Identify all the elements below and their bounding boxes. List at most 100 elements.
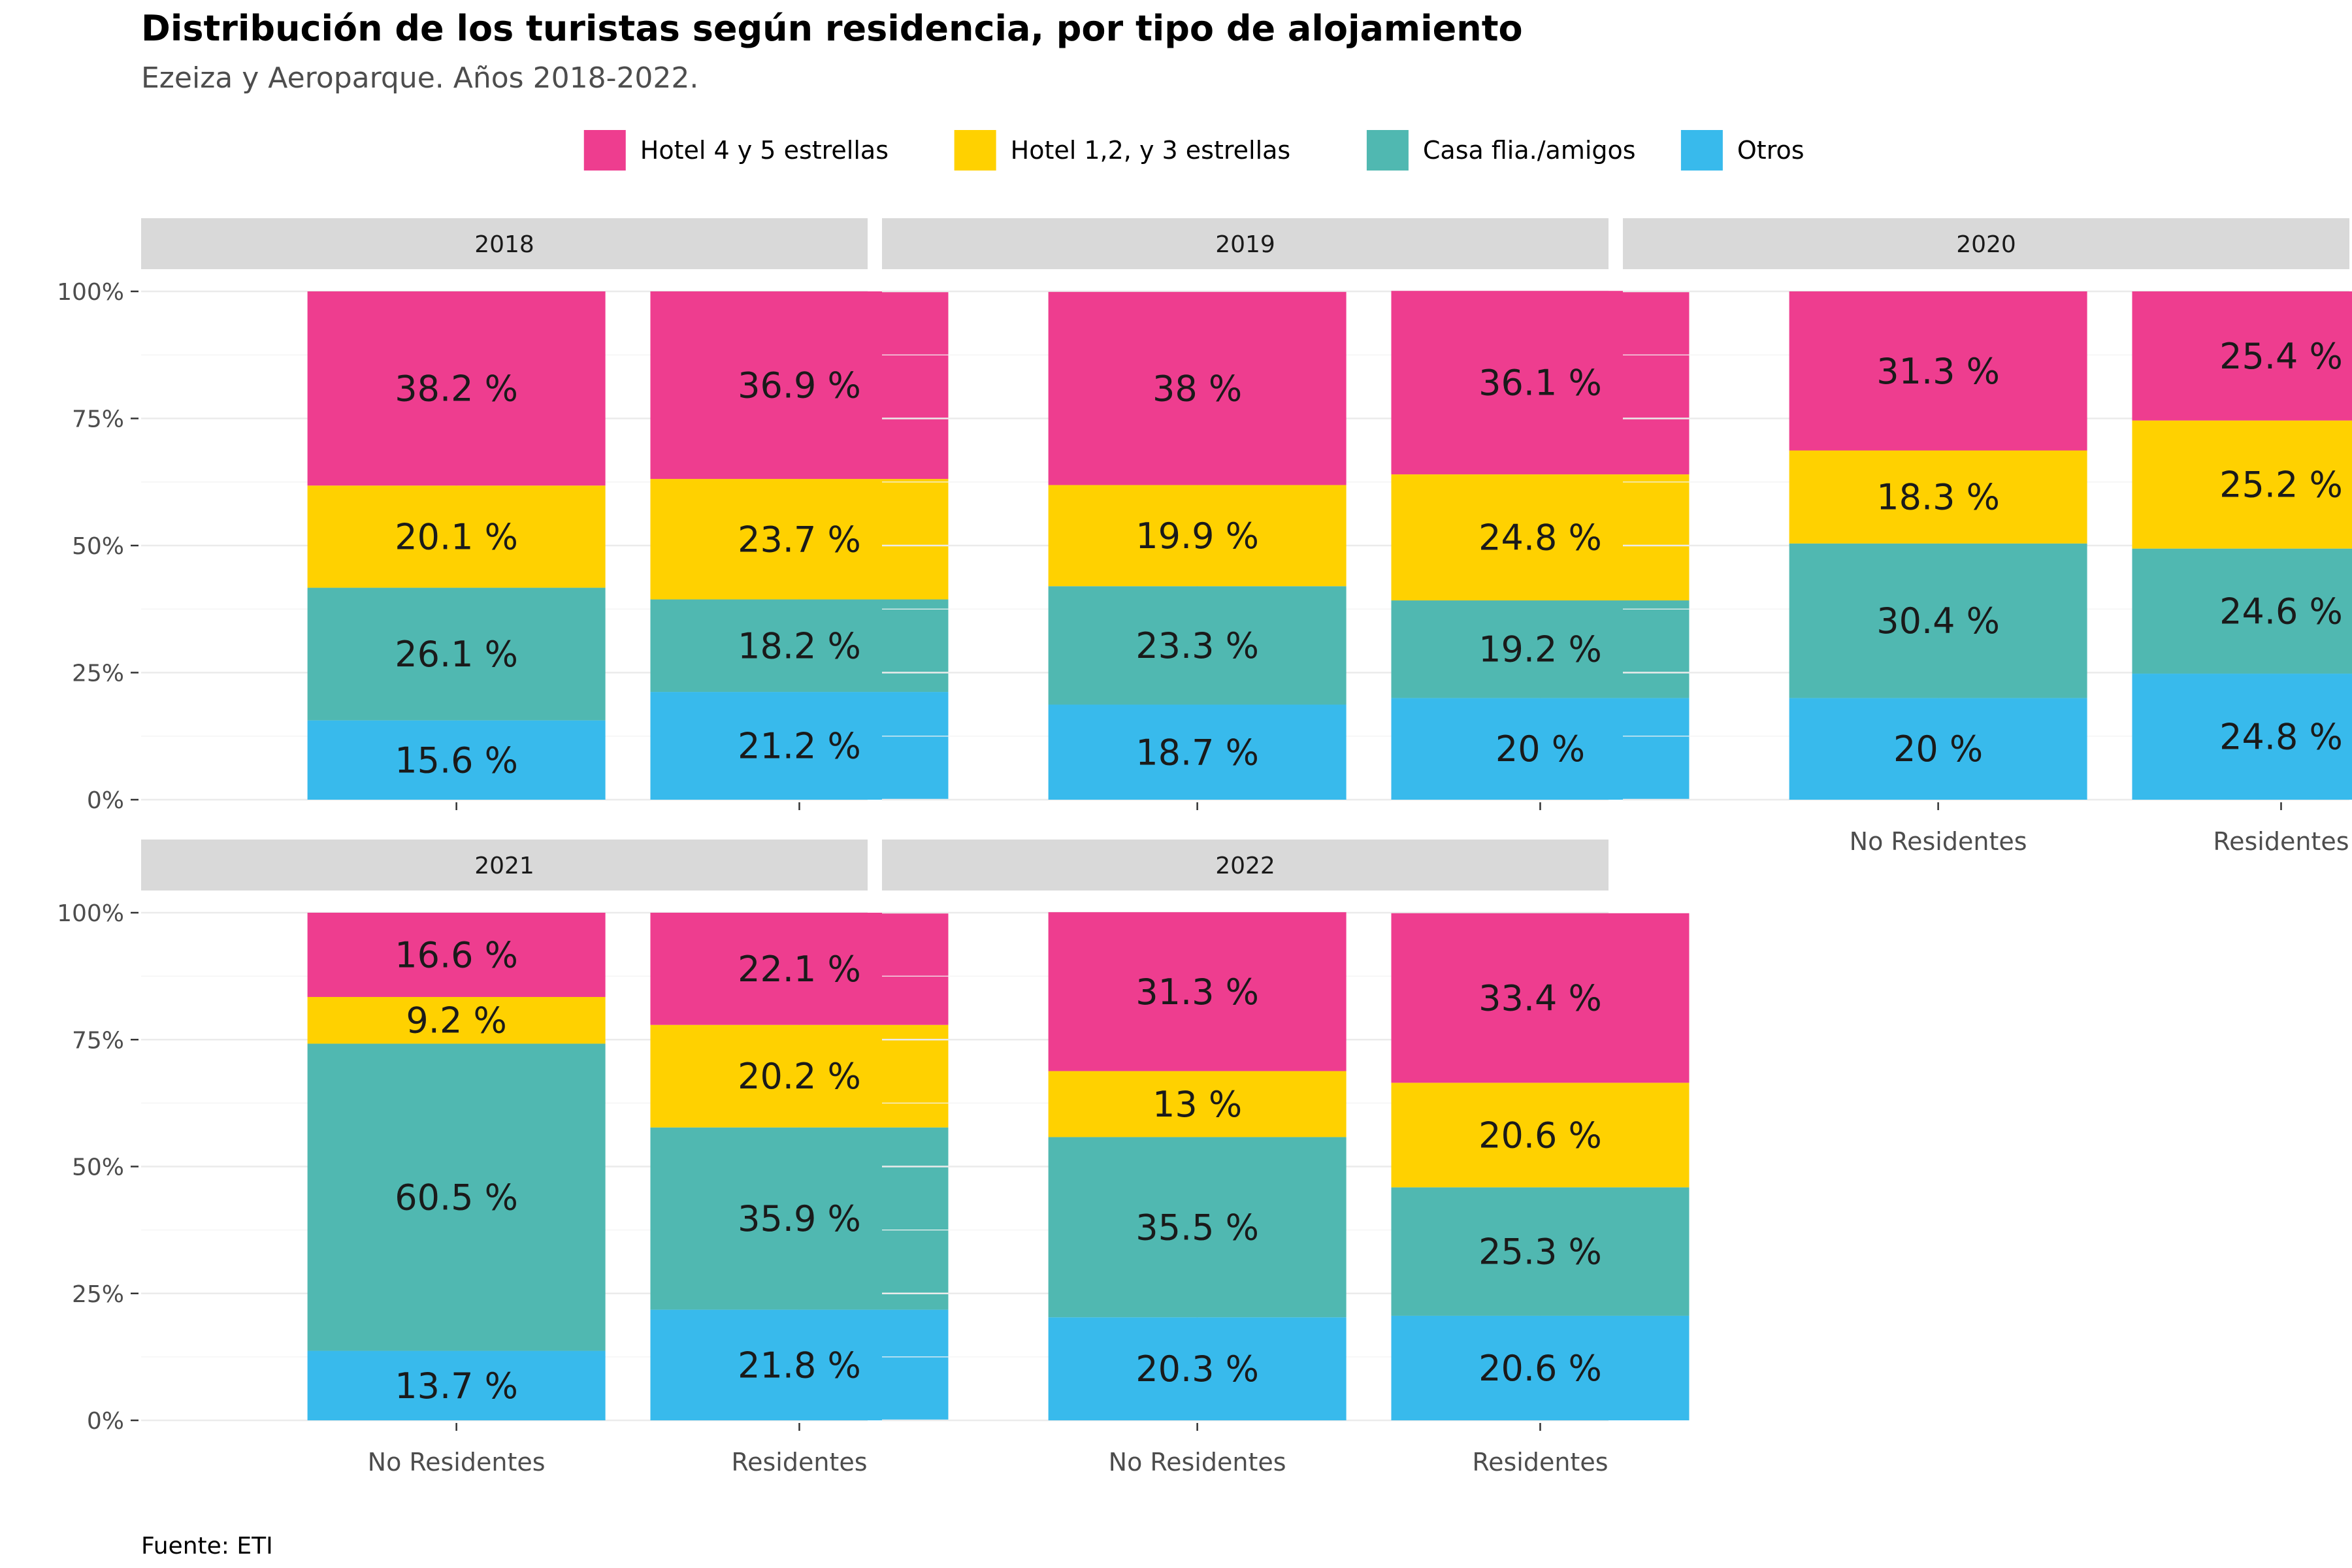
data-label: 16.6 % xyxy=(395,934,518,975)
data-label: 19.2 % xyxy=(1478,629,1602,670)
legend-key-otros xyxy=(1680,130,1723,171)
bar-2020-residentes-otros xyxy=(2132,674,2352,800)
data-label: 31.3 % xyxy=(1876,351,2000,392)
bar-2020-residentes-casa-flia-amigos xyxy=(2132,548,2352,674)
bar-2020-no-residentes-casa-flia-amigos xyxy=(1789,543,2087,698)
x-tick-label: No Residentes xyxy=(1850,827,2027,856)
bar-2021-no-residentes-otros xyxy=(307,1350,606,1420)
data-label: 20.6 % xyxy=(1478,1348,1602,1389)
legend: Hotel 4 y 5 estrellas Hotel 1,2, y 3 estr… xyxy=(583,130,1805,171)
x-tick-label: Residentes xyxy=(1472,1448,1608,1477)
data-label: 25.2 % xyxy=(2219,465,2343,506)
strip-label-2020: 2020 xyxy=(1956,231,2016,258)
data-label: 20.1 % xyxy=(395,516,518,557)
legend-label-hotel-1-2-y-3-estrellas: Hotel 1,2, y 3 estrellas xyxy=(1011,136,1291,165)
strip-label-2018: 2018 xyxy=(474,231,534,258)
data-label: 9.2 % xyxy=(406,1000,506,1041)
chart-caption: Fuente: ETI xyxy=(141,1533,273,1560)
chart-title: Distribución de los turistas según resid… xyxy=(141,8,1523,49)
bar-2021-residentes-casa-flia-amigos xyxy=(650,1127,949,1310)
data-label: 36.1 % xyxy=(1478,363,1602,404)
data-label: 33.4 % xyxy=(1478,978,1602,1019)
bar-2018-residentes-hotel-4-y-5-estrellas xyxy=(650,291,949,480)
panel-2019: 2019 18.7 % 23.3 % 19.9 % 38 % 20 % 19.2 % 24.8… xyxy=(882,218,1690,810)
data-label: 25.4 % xyxy=(2219,336,2343,377)
data-label: 22.1 % xyxy=(738,949,861,990)
bar-2021-residentes-otros xyxy=(650,1309,949,1420)
data-label: 13.7 % xyxy=(395,1365,518,1407)
data-label: 36.9 % xyxy=(738,365,861,406)
bar-2018-no-residentes-hotel-4-y-5-estrellas xyxy=(307,291,606,486)
data-label: 30.4 % xyxy=(1876,600,2000,642)
bar-2020-no-residentes-hotel-1-2-y-3-estrellas xyxy=(1789,450,2087,544)
strip-label-2019: 2019 xyxy=(1215,231,1275,258)
y-tick-label: 100% xyxy=(57,900,124,927)
bar-2022-residentes-casa-flia-amigos xyxy=(1391,1187,1690,1316)
data-label: 18.3 % xyxy=(1876,477,2000,518)
legend-label-otros: Otros xyxy=(1737,136,1805,165)
data-label: 19.9 % xyxy=(1135,515,1259,557)
y-tick-label: 75% xyxy=(72,1027,124,1054)
bar-2018-no-residentes-hotel-1-2-y-3-estrellas xyxy=(307,485,606,588)
strip-2020 xyxy=(1623,218,2349,269)
bar-2021-no-residentes-casa-flia-amigos xyxy=(307,1043,606,1351)
panel-2020: 2020 20 % 30.4 % 18.3 % 31.3 % 24.8 % 24.6 % 25… xyxy=(1623,218,2352,856)
bar-2022-residentes-otros xyxy=(1391,1315,1690,1420)
panel-2022: 2022 20.3 % 35.5 % 13 % 31.3 % 20.6 % 25.3 % 20… xyxy=(882,840,1690,1477)
data-label: 25.3 % xyxy=(1478,1232,1602,1273)
bar-2018-residentes-hotel-1-2-y-3-estrellas xyxy=(650,479,949,600)
panel-2018: 2018 0% 25% 50% 75% 100% 15.6 % 26.1 % 20.1 % 38.… xyxy=(57,218,949,814)
bar-2019-no-residentes-casa-flia-amigos xyxy=(1048,586,1347,705)
chart-subtitle: Ezeiza y Aeroparque. Años 2018-2022. xyxy=(141,61,698,95)
data-label: 26.1 % xyxy=(395,634,518,675)
data-label: 20.3 % xyxy=(1135,1348,1259,1390)
data-label: 60.5 % xyxy=(395,1177,518,1218)
strip-2022 xyxy=(882,840,1609,890)
data-label: 21.2 % xyxy=(738,726,861,767)
bar-2021-no-residentes-hotel-1-2-y-3-estrellas xyxy=(307,996,606,1044)
bar-2020-no-residentes-otros xyxy=(1789,698,2087,800)
bar-2018-no-residentes-otros xyxy=(307,720,606,800)
data-label: 20.6 % xyxy=(1478,1115,1602,1156)
data-label: 18.7 % xyxy=(1135,732,1259,773)
strip-label-2022: 2022 xyxy=(1215,853,1275,879)
data-label: 20.2 % xyxy=(738,1056,861,1097)
bar-2019-no-residentes-otros xyxy=(1048,704,1347,800)
bar-2021-residentes-hotel-1-2-y-3-estrellas xyxy=(650,1024,949,1128)
legend-key-casa-flia-amigos xyxy=(1366,130,1409,171)
bar-2021-residentes-hotel-4-y-5-estrellas xyxy=(650,913,949,1025)
data-label: 23.3 % xyxy=(1135,625,1259,666)
x-tick-label: Residentes xyxy=(2213,827,2349,856)
bar-2022-no-residentes-casa-flia-amigos xyxy=(1048,1137,1347,1318)
strip-2018 xyxy=(141,218,868,269)
y-tick-label: 50% xyxy=(72,1154,124,1181)
bar-2022-residentes-hotel-4-y-5-estrellas xyxy=(1391,913,1690,1083)
bar-2020-residentes-hotel-4-y-5-estrellas xyxy=(2132,291,2352,421)
y-tick-label: 50% xyxy=(72,533,124,560)
bar-2022-no-residentes-hotel-1-2-y-3-estrellas xyxy=(1048,1071,1347,1137)
y-tick-label: 100% xyxy=(57,279,124,306)
x-tick-label: Residentes xyxy=(731,1448,867,1477)
strip-label-2021: 2021 xyxy=(474,853,534,879)
data-label: 38 % xyxy=(1152,368,1242,410)
strip-2019 xyxy=(882,218,1609,269)
bar-2018-no-residentes-casa-flia-amigos xyxy=(307,587,606,721)
data-label: 13 % xyxy=(1152,1084,1242,1125)
strip-2021 xyxy=(141,840,868,890)
data-label: 21.8 % xyxy=(738,1345,861,1386)
y-tick-label: 0% xyxy=(87,787,124,814)
data-label: 15.6 % xyxy=(395,740,518,781)
data-label: 20 % xyxy=(1495,728,1585,770)
bar-2022-no-residentes-otros xyxy=(1048,1317,1347,1420)
bar-2020-residentes-hotel-1-2-y-3-estrellas xyxy=(2132,420,2352,549)
data-label: 20 % xyxy=(1893,728,1983,770)
bar-2022-no-residentes-hotel-4-y-5-estrellas xyxy=(1048,912,1347,1071)
bar-2019-residentes-hotel-4-y-5-estrellas xyxy=(1391,291,1690,475)
data-label: 24.6 % xyxy=(2219,591,2343,632)
y-tick-label: 25% xyxy=(72,1281,124,1308)
data-label: 31.3 % xyxy=(1135,972,1259,1013)
bar-2018-residentes-casa-flia-amigos xyxy=(650,599,949,693)
data-label: 35.5 % xyxy=(1135,1207,1259,1248)
panel-2021: 2021 0% 25% 50% 75% 100% 13.7 % 60.5 % 9.2 % 16.6… xyxy=(57,840,949,1477)
legend-label-hotel-4-y-5-estrellas: Hotel 4 y 5 estrellas xyxy=(640,136,889,165)
